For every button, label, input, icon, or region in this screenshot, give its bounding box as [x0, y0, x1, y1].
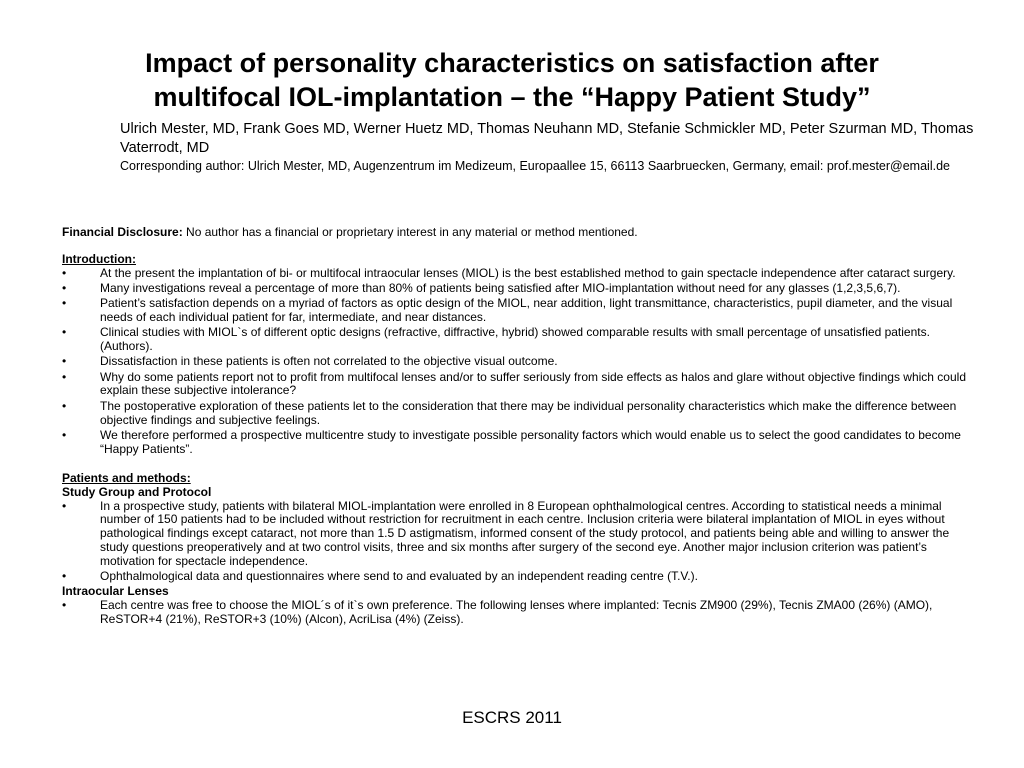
list-item-text: The postoperative exploration of these p…	[100, 398, 957, 427]
bullet-icon: •	[62, 325, 67, 340]
introduction-list: • At the present the implantation of bi- …	[62, 265, 972, 457]
list-item: • In a prospective study, patients with b…	[62, 498, 972, 569]
introduction-heading: Introduction:	[62, 251, 136, 266]
list-item: • Why do some patients report not to prof…	[62, 369, 972, 399]
financial-disclosure: Financial Disclosure: No author has a fi…	[62, 225, 972, 240]
list-item-text: Ophthalmological data and questionnaires…	[100, 569, 698, 584]
bullet-icon: •	[62, 296, 67, 311]
list-item: • At the present the implantation of bi- …	[62, 265, 972, 281]
lenses-heading: Intraocular Lenses	[62, 584, 169, 599]
list-item-text: Many investigations reveal a percentage …	[100, 280, 901, 295]
bullet-icon: •	[62, 265, 67, 280]
list-item: • Dissatisfaction in these patients is of…	[62, 354, 972, 369]
disclosure-label: Financial Disclosure:	[62, 225, 183, 239]
list-item-text: Clinical studies with MIOL`s of differen…	[100, 325, 930, 354]
list-item: • Many investigations reveal a percentage…	[62, 280, 972, 296]
bullet-icon: •	[62, 398, 67, 413]
list-item: • Patient’s satisfaction depends on a myr…	[62, 296, 972, 325]
title-line-2: multifocal IOL-implantation – the “Happy…	[153, 82, 871, 112]
bullet-icon: •	[62, 280, 67, 295]
list-item-text: Each centre was free to choose the MIOL´…	[100, 598, 933, 626]
poster-title: Impact of personality characteristics on…	[0, 46, 1024, 114]
bullet-icon: •	[62, 369, 67, 384]
patients-methods-heading: Patients and methods:	[62, 470, 191, 485]
list-item-text: Patient’s satisfaction depends on a myri…	[100, 296, 953, 324]
poster-body: Financial Disclosure: No author has a fi…	[62, 225, 972, 628]
list-item-text: We therefore performed a prospective mul…	[100, 427, 961, 456]
list-item-text: In a prospective study, patients with bi…	[100, 498, 950, 568]
disclosure-text: No author has a financial or proprietary…	[182, 225, 638, 239]
section-spacer	[62, 458, 972, 472]
bullet-icon: •	[62, 427, 67, 442]
list-item-text: At the present the implantation of bi- o…	[100, 265, 956, 280]
bullet-icon: •	[62, 598, 67, 613]
lenses-list: • Each centre was free to choose the MIOL…	[62, 598, 972, 627]
list-item: • Each centre was free to choose the MIOL…	[62, 598, 972, 627]
conference-footer: ESCRS 2011	[462, 708, 562, 727]
study-group-heading: Study Group and Protocol	[62, 484, 212, 499]
list-item: • Clinical studies with MIOL`s of differe…	[62, 325, 972, 354]
author-list: Ulrich Mester, MD, Frank Goes MD, Werner…	[120, 121, 974, 156]
bullet-icon: •	[62, 569, 67, 584]
bullet-icon: •	[62, 354, 67, 369]
list-item-text: Dissatisfaction in these patients is oft…	[100, 354, 558, 369]
title-line-1: Impact of personality characteristics on…	[145, 48, 879, 78]
list-item: • The postoperative exploration of these …	[62, 398, 972, 428]
list-item-text: Why do some patients report not to profi…	[100, 369, 966, 398]
list-item: • We therefore performed a prospective mu…	[62, 427, 972, 457]
study-group-list: • In a prospective study, patients with b…	[62, 498, 972, 584]
bullet-icon: •	[62, 498, 67, 513]
corresponding-author: Corresponding author: Ulrich Mester, MD,…	[120, 159, 950, 173]
list-item: • Ophthalmological data and questionnaire…	[62, 569, 972, 584]
